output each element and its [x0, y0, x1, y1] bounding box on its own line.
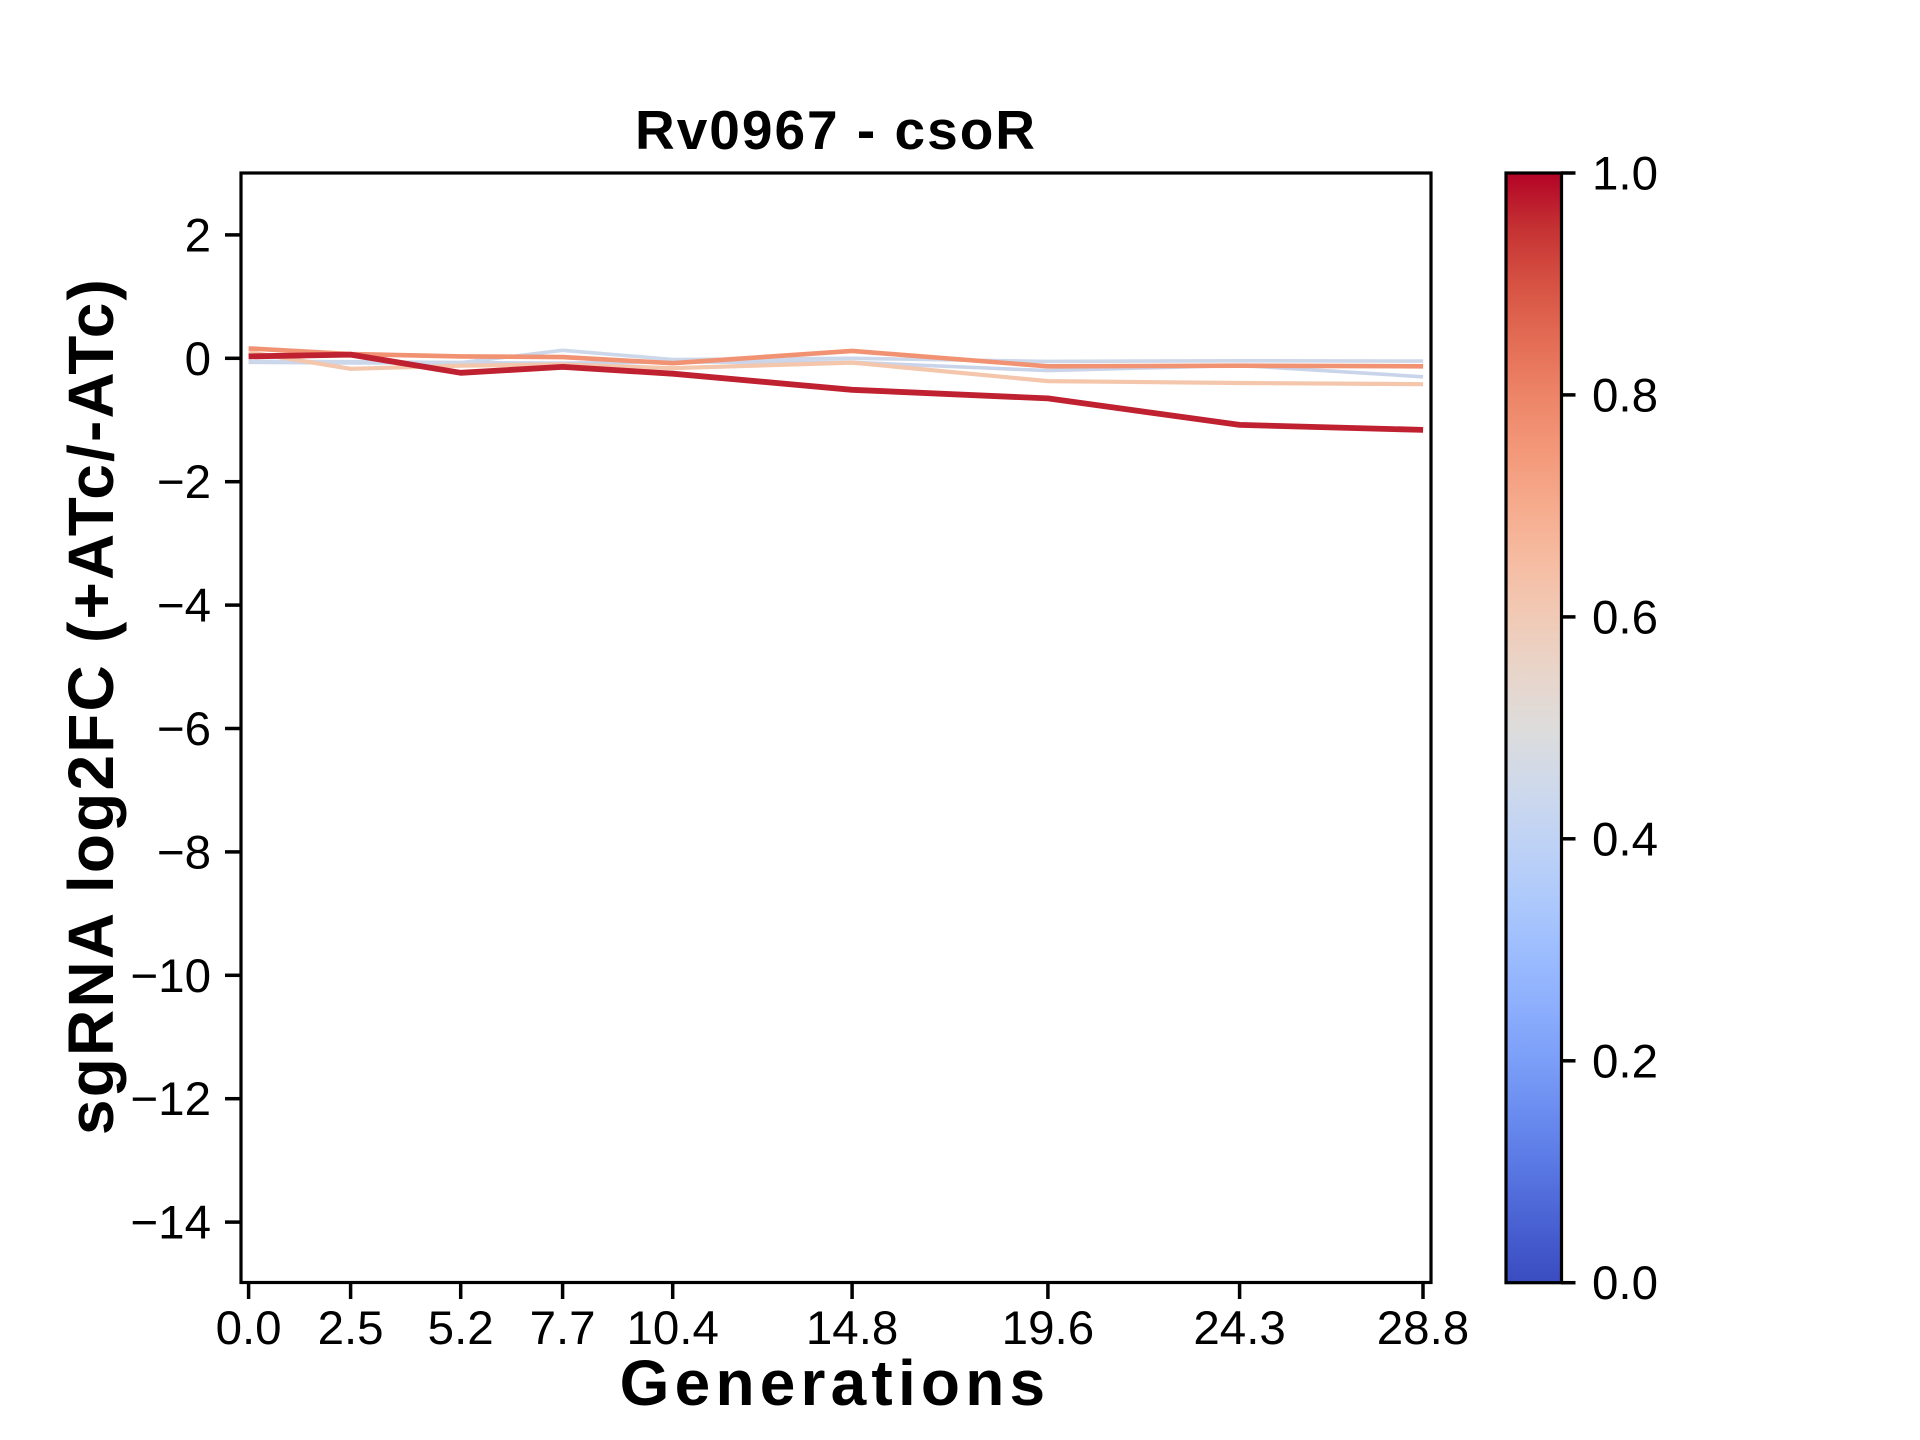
svg-text:0.4: 0.4 [1592, 813, 1658, 866]
svg-text:28.8: 28.8 [1377, 1302, 1469, 1355]
svg-text:sgRNA log2FC (+ATc/-ATc): sgRNA log2FC (+ATc/-ATc) [55, 277, 127, 1135]
svg-text:2: 2 [185, 209, 211, 262]
svg-text:−4: −4 [157, 580, 211, 633]
svg-text:−2: −2 [157, 456, 211, 509]
svg-text:−6: −6 [157, 703, 211, 756]
svg-text:0.0: 0.0 [216, 1302, 282, 1355]
svg-text:0: 0 [185, 333, 211, 386]
svg-text:10.4: 10.4 [626, 1302, 718, 1355]
svg-text:7.7: 7.7 [530, 1302, 596, 1355]
svg-text:0.8: 0.8 [1592, 369, 1658, 422]
svg-text:14.8: 14.8 [806, 1302, 898, 1355]
svg-text:Generations: Generations [620, 1347, 1051, 1419]
svg-text:−10: −10 [130, 950, 211, 1003]
svg-text:0.0: 0.0 [1592, 1257, 1658, 1310]
svg-text:−14: −14 [130, 1197, 211, 1250]
svg-text:0.6: 0.6 [1592, 591, 1658, 644]
svg-text:24.3: 24.3 [1193, 1302, 1285, 1355]
svg-text:5.2: 5.2 [428, 1302, 494, 1355]
svg-text:2.5: 2.5 [318, 1302, 384, 1355]
svg-text:−12: −12 [130, 1073, 211, 1126]
svg-text:1.0: 1.0 [1592, 148, 1658, 201]
svg-text:0.2: 0.2 [1592, 1035, 1658, 1088]
svg-text:Rv0967 - csoR: Rv0967 - csoR [635, 99, 1037, 161]
svg-text:19.6: 19.6 [1002, 1302, 1094, 1355]
svg-text:−8: −8 [157, 826, 211, 879]
